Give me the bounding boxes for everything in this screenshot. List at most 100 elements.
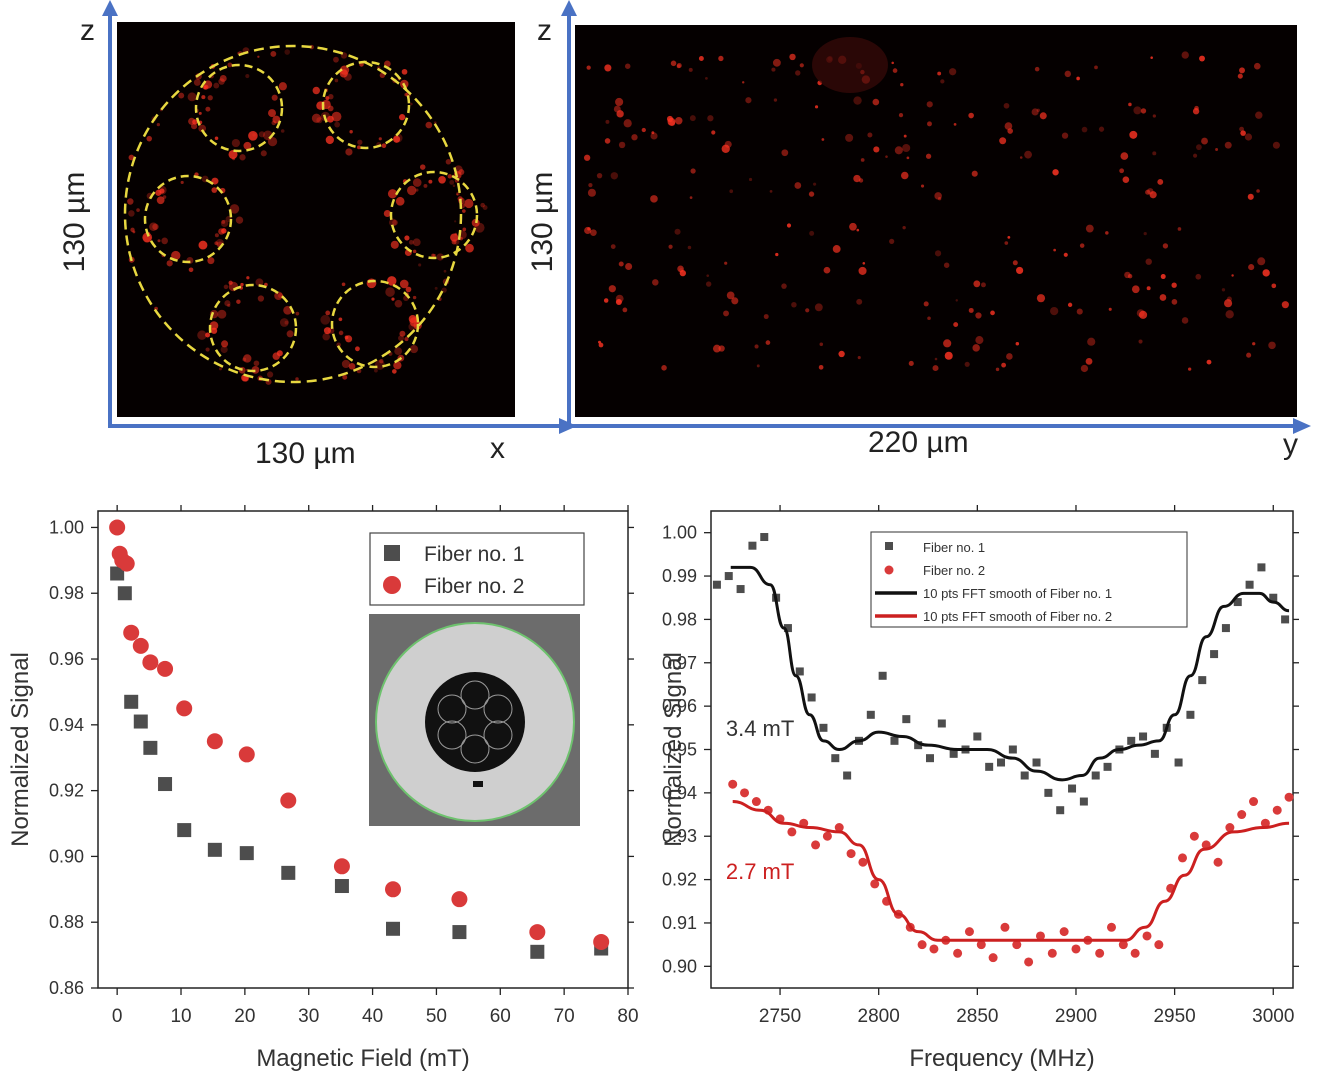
glow-spot [1004, 241, 1009, 245]
glow-spot [1257, 257, 1266, 266]
x-tick-label: 0 [112, 1006, 123, 1027]
glow-spot [404, 235, 410, 241]
legend-marker-fiber1 [384, 545, 400, 561]
glow-spot [228, 281, 239, 292]
inset-core-6 [437, 694, 467, 724]
data-point-fiber2 [206, 733, 223, 750]
glow-spot [1050, 306, 1059, 316]
glow-spot [389, 218, 397, 227]
glow-spot [1145, 258, 1152, 265]
data-point-fiber1 [1233, 598, 1242, 607]
glow-spot [268, 109, 276, 118]
data-point-fiber1 [1032, 758, 1041, 767]
glow-spot [1248, 264, 1255, 271]
glow-spot [679, 269, 686, 277]
x-tick-label: 2750 [759, 1006, 801, 1027]
glow-spot [674, 228, 681, 235]
glow-spot [771, 67, 776, 72]
glow-spot [845, 133, 854, 142]
glow-spot [838, 350, 845, 358]
data-point-fiber1 [177, 823, 192, 838]
data-point-fiber1 [452, 925, 467, 940]
glow-spot [272, 115, 281, 124]
glow-spot [623, 119, 632, 128]
glow-spot [724, 261, 728, 265]
x-tick-label: 2850 [956, 1006, 998, 1027]
glow-spot [587, 188, 596, 197]
annotation-2: 2.7 mT [726, 859, 794, 884]
glow-spot [596, 172, 603, 179]
glow-spot [605, 119, 610, 124]
glow-spot [356, 145, 361, 150]
data-point-fiber2 [529, 924, 546, 941]
glow-spot [721, 144, 730, 153]
data-point-fiber2 [728, 779, 738, 789]
glow-spot [862, 261, 866, 265]
glow-spot [1160, 274, 1166, 280]
glow-spot [201, 95, 206, 100]
data-point-fiber2 [1213, 857, 1223, 867]
data-point-fiber1 [748, 541, 757, 550]
glow-spot [1181, 317, 1189, 324]
data-point-fiber2 [1225, 823, 1235, 833]
glow-spot [334, 121, 341, 128]
glow-spot [316, 117, 323, 124]
glow-spot [625, 262, 633, 271]
glow-spot [323, 327, 331, 335]
data-point-fiber2 [846, 849, 856, 859]
data-point-fiber1 [878, 671, 887, 680]
inset-core-region [425, 672, 525, 772]
x-tick-label: 2900 [1055, 1006, 1097, 1027]
glow-spot [971, 170, 978, 177]
y-axis-label: y [1283, 428, 1298, 461]
glow-spot [586, 65, 591, 70]
glow-spot [934, 250, 942, 257]
inset-core-2 [483, 694, 513, 724]
glow-spot [205, 332, 211, 338]
glow-spot [1079, 243, 1085, 248]
glow-spot [902, 143, 911, 153]
glow-spot [1085, 224, 1094, 233]
glow-spot [794, 182, 802, 189]
glow-spot [902, 225, 906, 230]
glow-spot [1246, 352, 1252, 358]
glow-spot [161, 237, 168, 245]
glow-spot [590, 229, 597, 236]
y-tick-label: 0.95 [662, 740, 697, 760]
data-point-fiber2 [132, 637, 149, 654]
glow-spot [943, 262, 950, 268]
y-tick-label: 0.90 [49, 846, 84, 866]
data-point-fiber1 [712, 580, 721, 589]
x-tick-label: 3000 [1252, 1006, 1294, 1027]
glow-spot [669, 120, 676, 127]
data-point-fiber1 [239, 846, 254, 861]
x-tick-label: 10 [170, 1006, 191, 1027]
glow-spot [1152, 114, 1156, 118]
glow-spot [731, 297, 739, 305]
smooth-curve-1 [730, 565, 1290, 782]
glow-spot [331, 111, 342, 122]
data-point-fiber2 [1047, 948, 1057, 958]
glow-spot [799, 63, 804, 68]
glow-spot [128, 154, 135, 161]
glow-spot [718, 55, 724, 62]
legend-marker-fiber1 [885, 542, 893, 550]
glow-spot [1255, 111, 1263, 119]
y-tick-label: 0.98 [49, 583, 84, 603]
glow-spot [610, 244, 616, 249]
glow-spot [257, 295, 265, 302]
glow-spot [1064, 70, 1072, 78]
glow-spot [690, 168, 696, 174]
glow-spot [312, 86, 321, 95]
glow-spot [964, 361, 970, 367]
data-point-fiber1 [997, 758, 1006, 767]
data-point-fiber1 [1174, 758, 1183, 767]
glow-spot [944, 351, 953, 360]
glow-spot [193, 78, 201, 86]
glow-spot [872, 98, 880, 106]
glow-spot [608, 285, 616, 293]
data-point-fiber2 [1272, 805, 1282, 815]
glow-spot [1076, 308, 1083, 315]
x-axis-title: Frequency (MHz) [909, 1045, 1094, 1072]
data-point-fiber2 [1189, 831, 1199, 841]
